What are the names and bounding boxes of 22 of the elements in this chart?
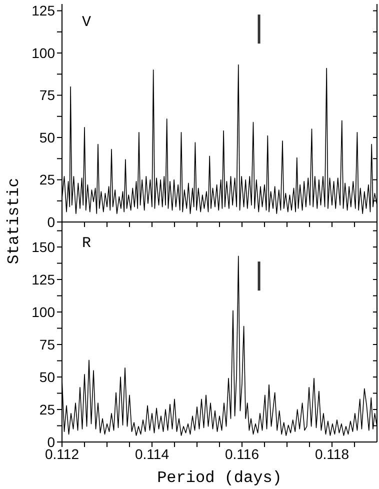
y-tick-label: 100 — [32, 304, 56, 320]
y-tick-label: 125 — [32, 2, 56, 19]
annotation: | — [255, 256, 264, 291]
text: R — [82, 235, 92, 252]
y-tick-label: 75 — [39, 87, 56, 104]
y-tick-label: 0 — [47, 434, 56, 450]
y-tick-label: 100 — [32, 44, 56, 61]
y-tick-label: 75 — [39, 336, 56, 352]
y-tick-label: 25 — [39, 172, 56, 188]
y-tick-label: 50 — [39, 368, 56, 385]
annotation: | — [255, 9, 264, 44]
text: V — [82, 14, 92, 31]
x-axis-title: Period (days) — [157, 469, 282, 487]
x-tick-label: 0.116 — [225, 446, 260, 462]
y-tick-label: 0 — [47, 214, 56, 230]
y-tick-label: 150 — [32, 238, 56, 255]
y-axis-title: Statistic — [5, 178, 24, 264]
y-tick-label: 25 — [39, 401, 56, 418]
x-tick-label: 0.118 — [315, 446, 350, 462]
x-tick-label: 0.114 — [135, 446, 170, 462]
y-tick-label: 125 — [32, 271, 56, 288]
y-tick-label: 50 — [39, 129, 56, 146]
